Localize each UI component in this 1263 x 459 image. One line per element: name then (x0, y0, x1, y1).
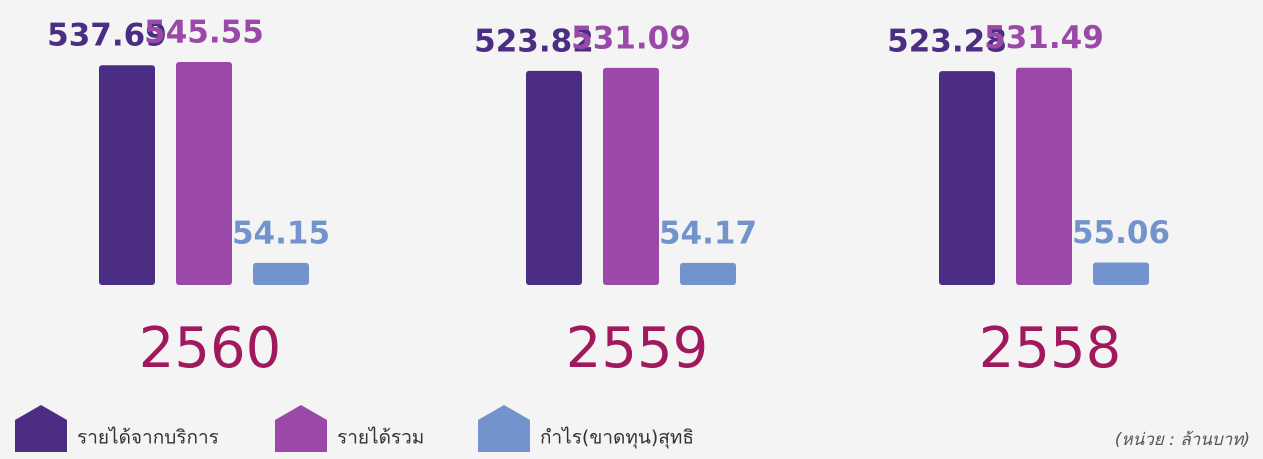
value-label: 545.55 (144, 15, 264, 51)
unit-note: (หน่วย : ล้านบาท) (1115, 430, 1250, 450)
value-label: 531.09 (571, 20, 691, 56)
bar (253, 262, 309, 285)
bar (1093, 262, 1149, 285)
legend-swatch (478, 405, 530, 452)
bar (176, 62, 232, 285)
year-label: 2560 (139, 316, 282, 381)
year-label: 2558 (979, 316, 1122, 381)
value-label: 523.82 (474, 23, 594, 59)
bar (1016, 67, 1072, 285)
legend-label: กำไร(ขาดทุน)สุทธิ (540, 427, 694, 450)
value-label: 54.15 (232, 215, 330, 251)
bar (939, 71, 995, 286)
bar (99, 65, 155, 286)
legend-swatch (15, 405, 67, 452)
legend-swatch (275, 405, 327, 452)
bar (526, 70, 582, 286)
value-label: 55.06 (1072, 215, 1170, 251)
value-label: 54.17 (659, 215, 757, 251)
value-label: 531.49 (984, 20, 1104, 56)
legend-label: รายได้รวม (337, 427, 424, 449)
value-label: 537.69 (47, 18, 167, 54)
value-label: 523.28 (887, 24, 1007, 60)
bar (680, 262, 736, 285)
year-label: 2559 (566, 316, 709, 381)
legend-label: รายได้จากบริการ (77, 427, 219, 449)
bar (603, 67, 659, 285)
